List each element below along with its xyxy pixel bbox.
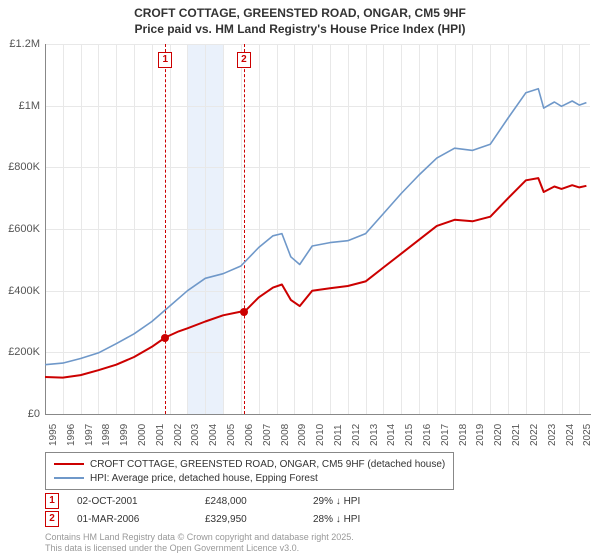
x-tick-label: 2018: [458, 416, 469, 446]
x-tick-label: 2013: [369, 416, 380, 446]
chart-title: CROFT COTTAGE, GREENSTED ROAD, ONGAR, CM…: [0, 0, 600, 37]
sale-delta-1: 29% ↓ HPI: [313, 496, 403, 507]
sale-date-2: 01-MAR-2006: [77, 514, 187, 525]
x-tick-label: 1998: [101, 416, 112, 446]
y-tick-label: £200K: [0, 346, 40, 358]
sale-index-1: 1: [45, 493, 59, 509]
y-tick-label: £1.2M: [0, 38, 40, 50]
x-tick-label: 2004: [208, 416, 219, 446]
x-tick-label: 2009: [297, 416, 308, 446]
x-tick-label: 2012: [351, 416, 362, 446]
x-tick-label: 2002: [173, 416, 184, 446]
x-tick-label: 2015: [404, 416, 415, 446]
sales-row-1: 1 02-OCT-2001 £248,000 29% ↓ HPI: [45, 492, 403, 510]
legend-item-hpi: HPI: Average price, detached house, Eppi…: [54, 471, 445, 485]
y-tick-label: £400K: [0, 285, 40, 297]
chart-container: CROFT COTTAGE, GREENSTED ROAD, ONGAR, CM…: [0, 0, 600, 560]
attribution-line-1: Contains HM Land Registry data © Crown c…: [45, 532, 354, 543]
x-tick-label: 2019: [475, 416, 486, 446]
x-tick-label: 2000: [137, 416, 148, 446]
legend-swatch-property: [54, 463, 84, 466]
x-tick-label: 2017: [440, 416, 451, 446]
sale-delta-2: 28% ↓ HPI: [313, 514, 403, 525]
x-tick-label: 1996: [66, 416, 77, 446]
sales-table: 1 02-OCT-2001 £248,000 29% ↓ HPI 2 01-MA…: [45, 492, 403, 528]
x-tick-label: 2025: [582, 416, 593, 446]
x-tick-label: 2006: [244, 416, 255, 446]
x-tick-label: 1999: [119, 416, 130, 446]
x-tick-label: 2024: [565, 416, 576, 446]
x-tick-label: 2014: [386, 416, 397, 446]
line-series: [45, 44, 590, 414]
attribution-line-2: This data is licensed under the Open Gov…: [45, 543, 354, 554]
title-line-1: CROFT COTTAGE, GREENSTED ROAD, ONGAR, CM…: [0, 6, 600, 22]
title-line-2: Price paid vs. HM Land Registry's House …: [0, 22, 600, 38]
x-tick-label: 2022: [529, 416, 540, 446]
x-tick-label: 2010: [315, 416, 326, 446]
y-tick-label: £600K: [0, 223, 40, 235]
sale-index-2: 2: [45, 511, 59, 527]
sale-price-2: £329,950: [205, 514, 295, 525]
legend-item-property: CROFT COTTAGE, GREENSTED ROAD, ONGAR, CM…: [54, 457, 445, 471]
x-tick-label: 2001: [155, 416, 166, 446]
legend-label-hpi: HPI: Average price, detached house, Eppi…: [90, 473, 318, 484]
x-tick-label: 1997: [84, 416, 95, 446]
series-hpi: [45, 89, 586, 365]
x-tick-label: 2003: [190, 416, 201, 446]
x-tick-label: 2008: [280, 416, 291, 446]
legend-label-property: CROFT COTTAGE, GREENSTED ROAD, ONGAR, CM…: [90, 459, 445, 470]
x-tick-label: 1995: [48, 416, 59, 446]
x-tick-label: 2007: [262, 416, 273, 446]
sale-date-1: 02-OCT-2001: [77, 496, 187, 507]
x-tick-label: 2021: [511, 416, 522, 446]
x-tick-label: 2016: [422, 416, 433, 446]
y-tick-label: £1M: [0, 100, 40, 112]
x-tick-label: 2005: [226, 416, 237, 446]
sales-row-2: 2 01-MAR-2006 £329,950 28% ↓ HPI: [45, 510, 403, 528]
sale-price-1: £248,000: [205, 496, 295, 507]
x-tick-label: 2011: [333, 416, 344, 446]
legend-swatch-hpi: [54, 477, 84, 479]
y-tick-label: £0: [0, 408, 40, 420]
x-tick-label: 2023: [547, 416, 558, 446]
attribution: Contains HM Land Registry data © Crown c…: [45, 532, 354, 554]
series-property: [45, 178, 586, 378]
y-tick-label: £800K: [0, 161, 40, 173]
x-tick-label: 2020: [493, 416, 504, 446]
legend: CROFT COTTAGE, GREENSTED ROAD, ONGAR, CM…: [45, 452, 454, 490]
